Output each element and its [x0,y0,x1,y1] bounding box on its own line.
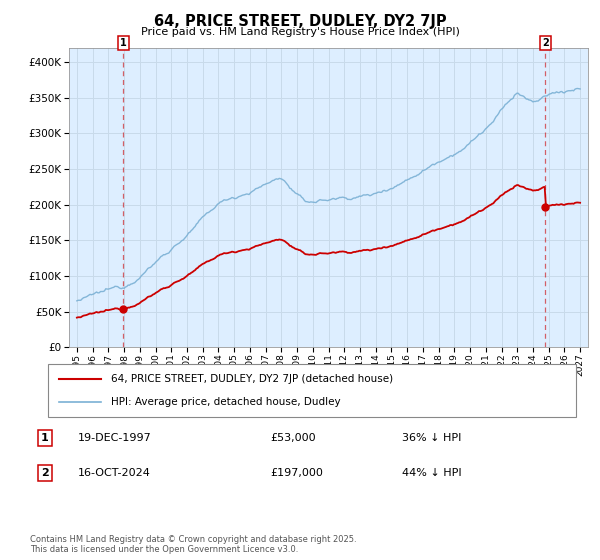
Text: Contains HM Land Registry data © Crown copyright and database right 2025.
This d: Contains HM Land Registry data © Crown c… [30,535,356,554]
Text: 64, PRICE STREET, DUDLEY, DY2 7JP (detached house): 64, PRICE STREET, DUDLEY, DY2 7JP (detac… [112,374,394,384]
Text: 2: 2 [41,468,49,478]
Text: £197,000: £197,000 [270,468,323,478]
Text: HPI: Average price, detached house, Dudley: HPI: Average price, detached house, Dudl… [112,397,341,407]
Text: 1: 1 [41,433,49,443]
Text: 16-OCT-2024: 16-OCT-2024 [78,468,151,478]
Text: 1: 1 [120,38,127,48]
Text: 44% ↓ HPI: 44% ↓ HPI [402,468,461,478]
Text: £53,000: £53,000 [270,433,316,443]
Text: Price paid vs. HM Land Registry's House Price Index (HPI): Price paid vs. HM Land Registry's House … [140,27,460,37]
Text: 64, PRICE STREET, DUDLEY, DY2 7JP: 64, PRICE STREET, DUDLEY, DY2 7JP [154,14,446,29]
Text: 2: 2 [542,38,549,48]
Text: 36% ↓ HPI: 36% ↓ HPI [402,433,461,443]
Text: 19-DEC-1997: 19-DEC-1997 [78,433,152,443]
